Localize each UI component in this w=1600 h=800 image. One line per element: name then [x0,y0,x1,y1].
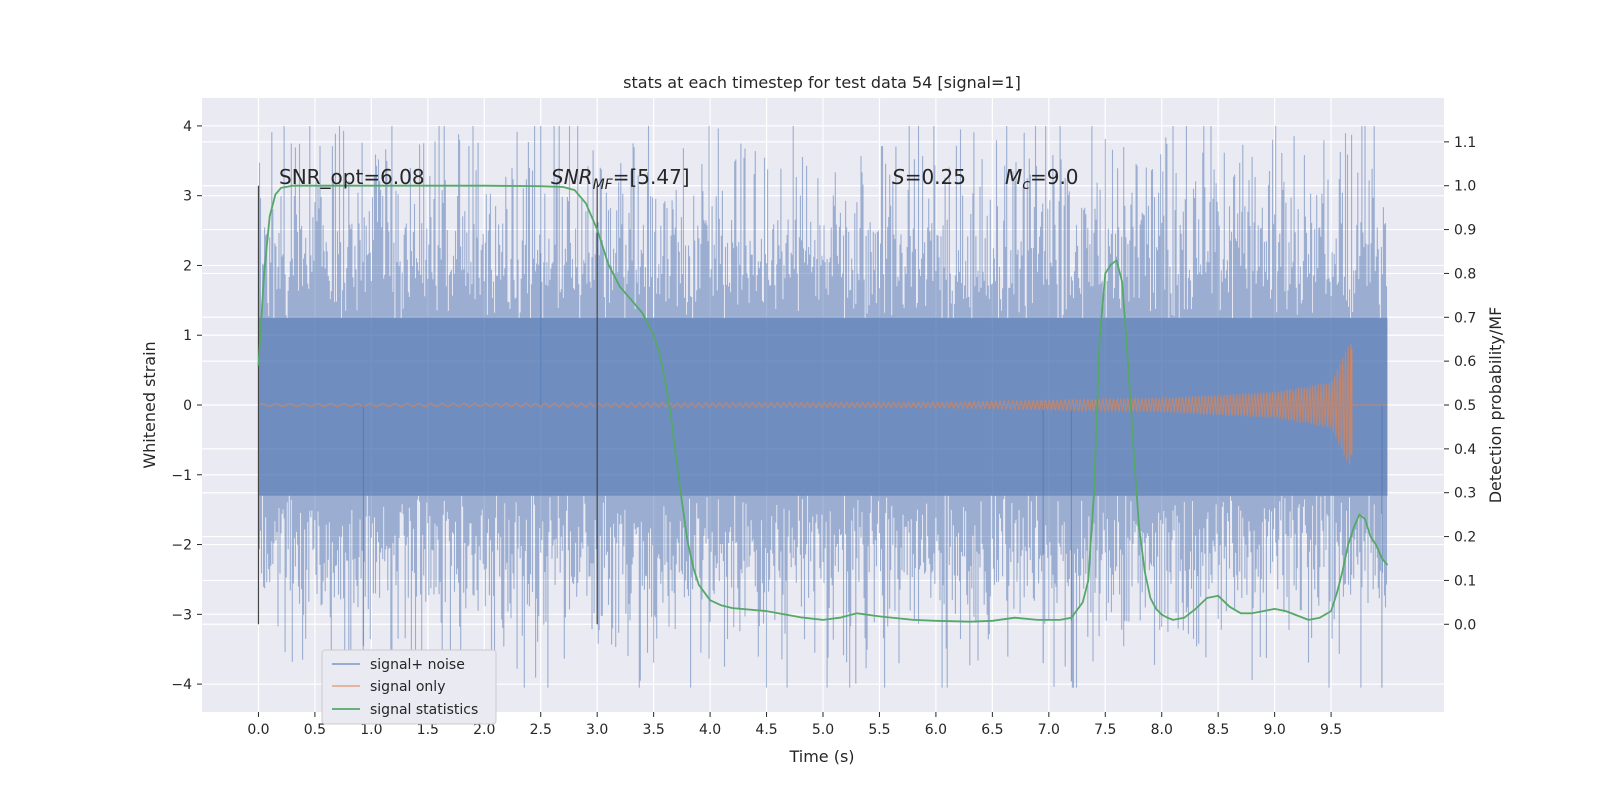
x-tick-label: 2.0 [473,722,495,738]
x-tick-label: 4.0 [699,722,721,738]
y2-tick-label: 0.1 [1454,573,1476,589]
annotation-snr-opt: SNR_opt=6.08 [279,165,425,189]
x-tick-label: 1.0 [360,722,382,738]
annotation-snr-mf-value: =[5.47] [613,165,690,189]
signal-only-series [258,344,1388,465]
y-tick-label: 1 [183,328,192,344]
x-tick-label: 0.0 [247,722,269,738]
legend-box [321,649,497,725]
signal-only-trace [258,344,1352,465]
vertical-markers [257,185,598,625]
y-tick-label: 0 [183,398,192,414]
x-tick-label: 4.5 [755,722,777,738]
x-tick-label: 5.0 [812,722,834,738]
annotation-mc: Mc=9.0 [1005,165,1079,193]
annotation-snr-mf: SNRMF=[5.47] [551,165,690,193]
x-tick-label: 6.0 [925,722,947,738]
y-tick-label: 3 [183,189,192,205]
y-axis-ticks: 4 3 2 1 0 −1 −2 −3 −4 [171,119,202,693]
chart-title: stats at each timestep for test data 54 … [623,73,1021,92]
y-tick-label: −3 [171,607,192,623]
x-tick-label: 9.5 [1320,722,1342,738]
signal-statistics-series [257,184,1389,623]
x-tick-label: 0.5 [304,722,326,738]
legend-label-signal-statistics: signal statistics [370,702,478,718]
y-tick-label: −2 [171,538,192,554]
y2-tick-label: 0.5 [1454,398,1476,414]
y2-axis-ticks: 1.1 1.0 0.9 0.8 0.7 0.6 0.5 0.4 0.3 0.2 0.1 0.0 [1444,135,1476,633]
x-tick-label: 2.5 [530,722,552,738]
signal-statistics-line [257,184,1389,623]
y-axis-label: Whitened strain [140,341,159,468]
x-tick-label: 1.5 [417,722,439,738]
x-tick-label: 7.5 [1094,722,1116,738]
x-axis-label: Time (s) [788,747,854,766]
y2-tick-label: 0.6 [1454,354,1476,370]
legend-label-signal-noise: signal+ noise [370,657,465,673]
x-tick-label: 6.5 [981,722,1003,738]
annotation-mc-value: =9.0 [1030,165,1079,189]
x-tick-label: 3.0 [586,722,608,738]
y2-tick-label: 0.0 [1454,617,1476,633]
y2-axis-label: Detection probability/MF [1486,307,1505,504]
y2-tick-label: 0.7 [1454,310,1476,326]
y2-tick-label: 1.1 [1454,135,1476,151]
x-tick-label: 5.5 [868,722,890,738]
y2-tick-label: 0.8 [1454,266,1476,282]
annotation-mc-symbol: M [1005,165,1022,189]
x-tick-label: 3.5 [643,722,665,738]
legend-label-signal-only: signal only [370,679,445,695]
annotation-mc-subscript: c [1022,177,1030,193]
y-tick-label: −4 [171,677,192,693]
annotation-s: S=0.25 [892,165,966,189]
annotation-s-value: =0.25 [905,165,966,189]
y2-tick-label: 0.3 [1454,486,1476,502]
annotation-snr-mf-symbol: SNR [551,165,593,189]
annotation-s-symbol: S [892,165,905,189]
x-tick-label: 7.0 [1038,722,1060,738]
y-tick-label: 2 [183,258,192,274]
y2-tick-label: 0.2 [1454,530,1476,546]
x-tick-label: 9.0 [1264,722,1286,738]
y2-tick-label: 0.9 [1454,223,1476,239]
y-tick-label: 4 [183,119,192,135]
annotation-snr-mf-subscript: MF [593,177,614,193]
y2-tick-label: 0.4 [1454,442,1476,458]
y-tick-label: −1 [171,468,192,484]
x-axis-ticks: 0.0 0.5 1.0 1.5 2.0 2.5 3.0 3.5 4.0 4.5 5.0 5.5 6.0 6… [247,712,1342,738]
legend: signal+ noise signal only signal statist… [321,649,497,725]
x-tick-label: 8.5 [1207,722,1229,738]
x-tick-label: 8.0 [1151,722,1173,738]
y2-tick-label: 1.0 [1454,179,1476,195]
